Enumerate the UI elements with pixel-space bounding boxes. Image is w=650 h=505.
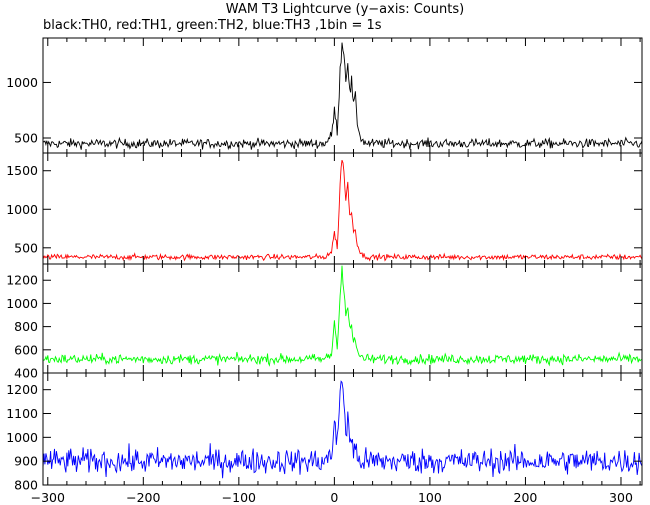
- y-tick-label: 1500: [6, 163, 38, 178]
- series-line-th0: [43, 42, 642, 151]
- y-tick-label: 1000: [6, 75, 38, 90]
- x-tick-label: 200: [514, 490, 538, 505]
- y-tick-label: 1000: [6, 296, 38, 311]
- panel-th0: 500 1000: [6, 37, 643, 154]
- chart-subtitle: black:TH0, red:TH1, green:TH2, blue:TH3 …: [43, 18, 382, 33]
- x-tick-label: 100: [418, 490, 442, 505]
- y-tick-label: 900: [14, 454, 38, 469]
- y-tick-label: 1000: [6, 202, 38, 217]
- series-line-th1: [43, 159, 642, 262]
- series-line-th2: [43, 265, 642, 367]
- y-tick-label: 1000: [6, 430, 38, 445]
- y-tick-label: 1100: [6, 406, 38, 421]
- panel-th1: 500 1000 1500: [6, 152, 643, 265]
- panel-frame: [42, 152, 643, 265]
- y-tick-label: 800: [14, 478, 38, 493]
- y-tick-label: 800: [14, 319, 38, 334]
- x-tick-label: −200: [126, 490, 160, 505]
- x-tick-label: −300: [31, 490, 65, 505]
- x-tick-label: 300: [609, 490, 633, 505]
- panels-group: 500 1000 500 1000 1500 400 600 800 1000 1200 800 90…: [6, 37, 643, 493]
- panel-th2: 400 600 800 1000 1200: [6, 263, 643, 381]
- y-tick-label: 500: [14, 131, 38, 146]
- panel-frame: [42, 37, 643, 154]
- y-tick-label: 600: [14, 342, 38, 357]
- x-axis-labels: −300 −200 −100 0 100 200 300: [31, 490, 633, 505]
- y-tick-label: 1200: [6, 273, 38, 288]
- panel-th3: 800 900 1000 1100 1200: [6, 372, 643, 493]
- series-line-th3: [43, 380, 642, 479]
- x-tick-label: −100: [222, 490, 256, 505]
- y-tick-label: 1200: [6, 382, 38, 397]
- y-tick-label: 500: [14, 240, 38, 255]
- chart-title: WAM T3 Lightcurve (y−axis: Counts): [226, 2, 464, 17]
- y-tick-label: 400: [14, 366, 38, 381]
- panel-frame: [42, 372, 643, 486]
- x-tick-label: 0: [330, 490, 338, 505]
